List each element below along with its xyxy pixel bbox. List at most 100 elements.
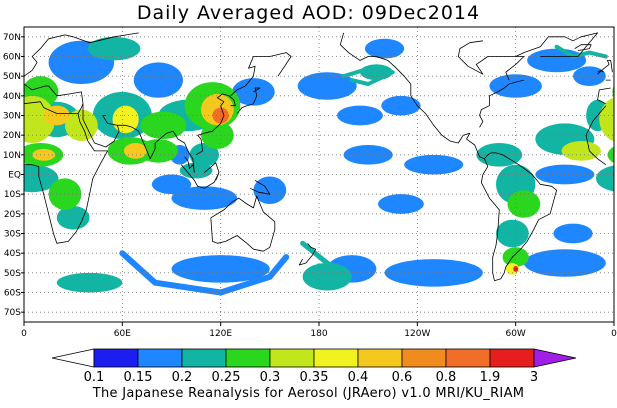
y-tick-label: 70N (3, 33, 21, 43)
y-tick-label: 10N (3, 151, 21, 161)
y-tick-label: 20N (3, 131, 21, 141)
aod-blob (384, 259, 483, 287)
aod-blob (378, 194, 424, 214)
colorbar-swatch (401, 348, 447, 368)
aod-blob (87, 36, 141, 61)
y-tick-label: 20S (4, 210, 21, 220)
aod-blob (0, 165, 4, 185)
y-tick-label: EQ (8, 171, 21, 181)
aod-blob (599, 97, 614, 142)
y-tick-label: 10S (4, 190, 21, 200)
coastline (210, 195, 276, 252)
colorbar-label: 0.2 (172, 370, 193, 385)
aod-blob (179, 162, 213, 179)
coastline (180, 164, 220, 189)
y-tick-label: 60S (4, 289, 21, 299)
y-tick-label: 60N (3, 53, 21, 63)
aod-blob (595, 165, 614, 192)
aod-blob (527, 48, 587, 73)
coastline (82, 103, 120, 148)
aod-blob (56, 205, 90, 230)
y-tick-label: 70S (4, 308, 21, 318)
footer-credit: The Japanese Reanalysis for Aerosol (JRA… (92, 386, 525, 401)
aod-blob (573, 66, 606, 86)
colorbar-label: 0.35 (300, 370, 329, 385)
aod-blob (607, 146, 614, 164)
y-tick-label: 50S (4, 269, 21, 279)
coastline (24, 34, 611, 104)
x-tick-label: 120W (404, 329, 430, 339)
colorbar-label: 1.9 (480, 370, 501, 385)
colorbar-min-triangle (51, 348, 95, 368)
coastline (195, 93, 236, 156)
y-tick-label: 30S (4, 230, 21, 240)
coastline (515, 32, 598, 57)
aod-blob (24, 95, 56, 144)
colorbar-swatch (181, 348, 227, 368)
y-tick-label: 30N (3, 112, 21, 122)
aod-blob (364, 38, 405, 59)
aod-blob (201, 121, 234, 149)
colorbar-label: 0.25 (212, 370, 241, 385)
aod-blob (138, 139, 179, 163)
coastline (24, 101, 84, 114)
colorbar-label: 3 (530, 370, 538, 385)
colorbar-swatch (225, 348, 271, 368)
colorbar-label: 0.4 (348, 370, 369, 385)
colorbar-swatch (93, 348, 139, 368)
aod-blob (507, 190, 541, 218)
colorbar-swatch (137, 348, 183, 368)
x-tick-label: 60E (114, 329, 131, 339)
colorbar-label: 0.3 (260, 370, 281, 385)
coastline (73, 32, 139, 44)
aod-blob (404, 154, 464, 175)
aod-blob (151, 174, 192, 195)
aod-blob (489, 74, 542, 98)
coastline (236, 87, 261, 114)
aod-band (341, 64, 395, 86)
coastline (298, 243, 317, 266)
y-tick-label: 50N (3, 72, 21, 82)
aod-blob (56, 272, 123, 293)
coastline (484, 152, 557, 282)
colorbar-swatch (445, 348, 491, 368)
aod-blob (523, 249, 606, 277)
aod-blob (133, 62, 183, 98)
aod-blob (513, 265, 519, 272)
x-tick-label: 180 (310, 329, 327, 339)
colorbar-swatch (269, 348, 315, 368)
aod-blob (302, 263, 352, 291)
aod-blob (0, 224, 3, 244)
coastline (250, 180, 271, 195)
aod-blob (32, 148, 56, 161)
x-axis-ticks: 0 60E 120E 180 120W 60W 0 (21, 322, 617, 339)
coastline (597, 69, 605, 73)
colorbar-swatch (489, 348, 535, 368)
aod-band (554, 44, 608, 59)
colorbar-label: 0.1 (84, 370, 105, 385)
aod-blob (24, 164, 59, 193)
y-axis-ticks: 70N 60N 50N 40N 30N 20N 10N EQ 10S 20S 30S 40S 50S 60… (3, 33, 24, 318)
coastline (24, 113, 108, 244)
coastline (230, 52, 292, 97)
aod-blob (171, 255, 270, 283)
aod-blob (253, 176, 287, 204)
aod-blob (381, 95, 421, 116)
coastline (479, 79, 524, 128)
aod-blob (561, 141, 601, 161)
colorbar-swatch (313, 348, 359, 368)
aod-blob (112, 105, 139, 134)
colorbar-max-triangle (533, 348, 577, 368)
x-tick-label: 60W (505, 329, 525, 339)
aod-blob (140, 111, 187, 140)
coastline (339, 32, 485, 160)
coastline (597, 60, 613, 75)
x-tick-label: 120E (209, 329, 232, 339)
aod-blob (476, 143, 523, 167)
aod-blob (123, 143, 147, 159)
aod-blob (297, 72, 357, 100)
coastlines (24, 32, 613, 282)
map-title: Daily Averaged AOD: 09Dec2014 (136, 2, 481, 24)
x-tick-label: 0 (21, 329, 27, 339)
